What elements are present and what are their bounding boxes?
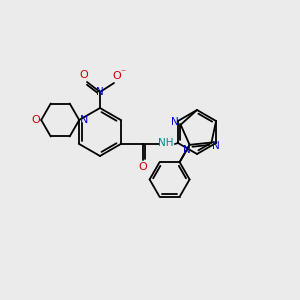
Text: O: O xyxy=(138,162,147,172)
Text: O: O xyxy=(80,70,88,80)
Text: N: N xyxy=(212,141,220,151)
Text: ⁻: ⁻ xyxy=(120,68,126,78)
Text: O: O xyxy=(112,71,122,81)
Text: NH: NH xyxy=(158,138,173,148)
Text: N: N xyxy=(80,115,88,125)
Text: N: N xyxy=(171,117,179,127)
Text: N: N xyxy=(183,145,190,155)
Text: O: O xyxy=(32,115,40,125)
Text: N: N xyxy=(96,87,104,97)
